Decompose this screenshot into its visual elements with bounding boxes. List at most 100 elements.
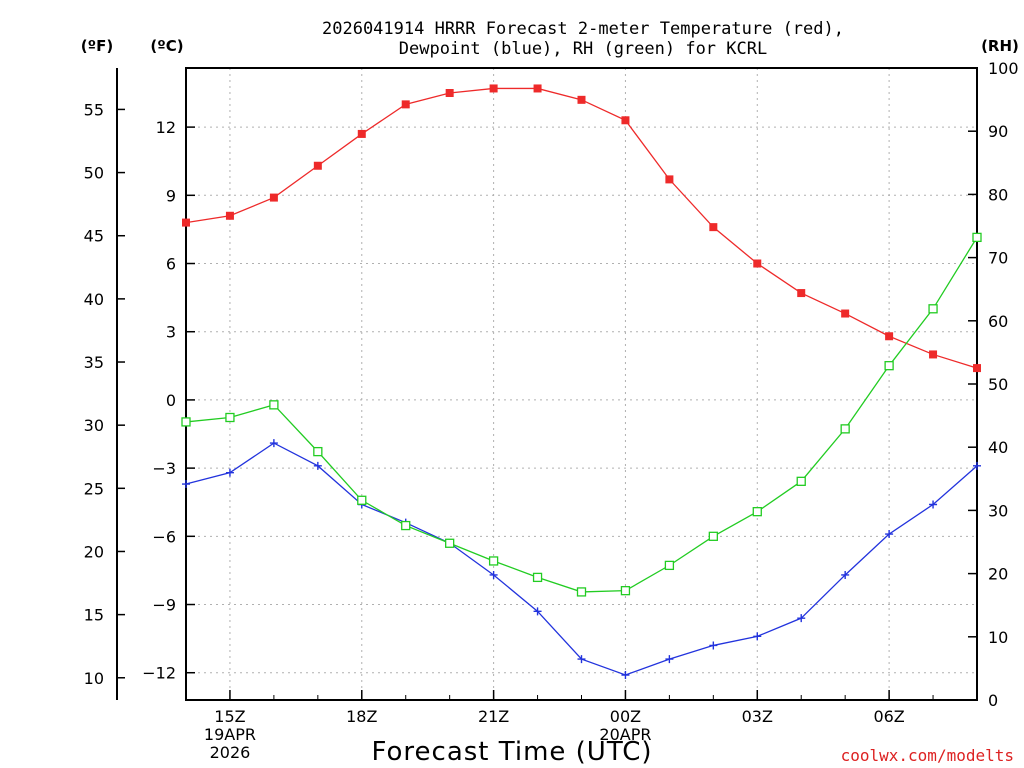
dewpoint-point xyxy=(313,461,322,470)
2-meter-temperature-point xyxy=(841,309,850,318)
rh-point xyxy=(972,232,982,243)
rh-point xyxy=(269,400,279,410)
chart-title-line-1: 2026041914 HRRR Forecast 2-meter Tempera… xyxy=(322,19,844,39)
fahrenheit-tick-label: 20 xyxy=(84,542,104,561)
series-layer xyxy=(181,84,982,679)
celsius-tick-label: −6 xyxy=(152,527,176,546)
rh-point xyxy=(181,417,191,427)
rh-point xyxy=(357,495,367,505)
2-meter-temperature-point xyxy=(929,350,938,359)
grid-lines xyxy=(186,68,977,700)
chart-title-line-2: Dewpoint (blue), RH (green) for KCRL xyxy=(399,39,767,59)
dewpoint-point xyxy=(885,530,894,539)
fahrenheit-unit-label: (ºF) xyxy=(81,37,113,55)
rh-point xyxy=(532,572,543,583)
celsius-tick-label: −12 xyxy=(142,664,176,683)
fahrenheit-tick-label: 55 xyxy=(84,100,104,119)
rh-point xyxy=(664,560,675,571)
rh-tick-label: 60 xyxy=(988,312,1008,331)
dewpoint-point xyxy=(621,670,630,679)
rh-tick-label: 50 xyxy=(988,375,1008,394)
dewpoint-point xyxy=(665,655,674,664)
rh-tick-label: 30 xyxy=(988,501,1008,520)
fahrenheit-tick-label: 30 xyxy=(84,416,104,435)
2-meter-temperature-point xyxy=(357,129,366,138)
2-meter-temperature-point xyxy=(313,161,322,170)
celsius-tick-label: 0 xyxy=(166,391,176,410)
dewpoint-point xyxy=(182,480,190,489)
celsius-tick-label: 3 xyxy=(166,323,176,342)
x-tick-label: 15Z xyxy=(214,707,245,726)
2-meter-temperature-point xyxy=(797,289,806,298)
2-meter-temperature-point xyxy=(269,193,278,202)
rh-unit-label: (RH) xyxy=(981,37,1019,55)
rh-tick-label: 40 xyxy=(988,438,1008,457)
dewpoint-point xyxy=(489,570,498,579)
dewpoint-point xyxy=(973,461,981,470)
rh-point xyxy=(225,412,235,423)
celsius-tick-label: 6 xyxy=(166,255,176,274)
rh-point xyxy=(620,586,631,596)
2-meter-temperature-point xyxy=(753,259,762,268)
celsius-tick-label: 12 xyxy=(156,118,176,137)
2-meter-temperature-point xyxy=(621,116,630,125)
fahrenheit-tick-label: 25 xyxy=(84,479,104,498)
dewpoint-point xyxy=(225,468,234,477)
fahrenheit-tick-label: 10 xyxy=(84,669,104,688)
2-meter-temperature-point xyxy=(182,218,190,227)
dewpoint-point xyxy=(269,439,278,448)
2-meter-temperature-point xyxy=(225,211,234,220)
rh-point xyxy=(840,424,850,434)
fahrenheit-tick-label: 40 xyxy=(84,290,104,309)
x-axis-label: Forecast Time (UTC) xyxy=(371,737,652,767)
celsius-unit-label: (ºC) xyxy=(150,37,183,55)
2-meter-temperature-point xyxy=(709,223,718,232)
rh-point xyxy=(576,587,587,597)
dewpoint-point xyxy=(929,500,938,509)
x-tick-label: 03Z xyxy=(742,707,773,726)
celsius-tick-label: 9 xyxy=(166,186,176,205)
x-tick-label: 20APR xyxy=(599,725,651,744)
fahrenheit-tick-label: 50 xyxy=(84,164,104,183)
celsius-tick-label: −9 xyxy=(152,596,176,615)
dewpoint-line xyxy=(185,442,978,676)
fahrenheit-tick-label: 35 xyxy=(84,353,104,372)
rh-tick-label: 100 xyxy=(988,59,1019,78)
plot-frame xyxy=(185,67,978,701)
rh-line xyxy=(185,237,978,593)
fahrenheit-tick-label: 45 xyxy=(84,227,104,246)
dewpoint-point xyxy=(841,570,850,579)
rh-point xyxy=(928,304,938,314)
x-tick-label: 2026 xyxy=(210,743,251,762)
rh-tick-label: 20 xyxy=(988,565,1008,584)
rh-point xyxy=(796,476,806,486)
celsius-tick-label: −3 xyxy=(152,459,176,478)
2-meter-temperature-point xyxy=(489,84,498,93)
dewpoint-point xyxy=(797,614,806,623)
rh-point xyxy=(884,361,894,371)
x-tick-label: 18Z xyxy=(346,707,377,726)
dewpoint-point xyxy=(753,632,762,641)
rh-point xyxy=(708,531,718,541)
2-meter-temperature-point xyxy=(665,175,674,184)
x-tick-label: 00Z xyxy=(610,707,641,726)
2-meter-temperature-line xyxy=(185,87,978,369)
2-meter-temperature-point xyxy=(885,332,894,341)
rh-tick-label: 70 xyxy=(988,249,1008,268)
rh-tick-label: 90 xyxy=(988,122,1008,141)
rh-point xyxy=(488,556,499,566)
x-tick-label: 06Z xyxy=(873,707,904,726)
rh-point xyxy=(401,520,411,531)
rh-point xyxy=(445,538,455,548)
dewpoint-point xyxy=(533,607,542,616)
credit-link[interactable]: coolwx.com/modelts xyxy=(841,746,1014,765)
x-tick-label: 21Z xyxy=(478,707,509,726)
axes xyxy=(116,67,978,701)
2-meter-temperature-point xyxy=(973,364,981,373)
dewpoint-point xyxy=(709,641,718,650)
rh-tick-label: 0 xyxy=(988,691,998,710)
2-meter-temperature-point xyxy=(533,84,542,93)
2-meter-temperature-point xyxy=(577,95,586,104)
rh-point xyxy=(313,446,323,457)
